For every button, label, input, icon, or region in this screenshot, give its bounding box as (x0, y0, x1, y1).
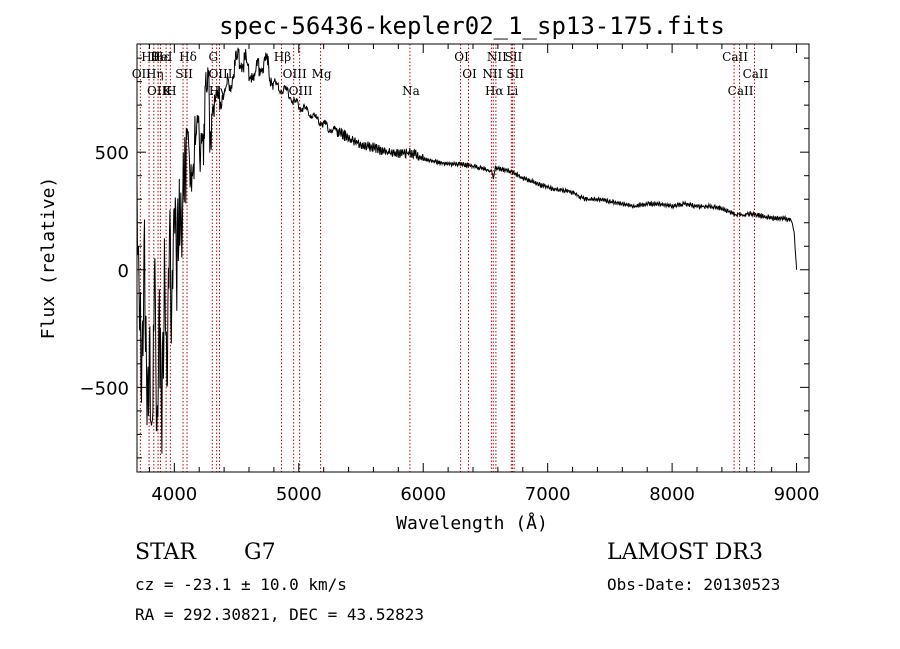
x-tick-label: 4000 (151, 484, 197, 505)
emission-line-label: Hη (146, 67, 164, 81)
x-tick-label: 6000 (400, 484, 446, 505)
emission-line-label: Hθ (141, 50, 159, 64)
emission-line-label: CaII (722, 50, 748, 64)
y-tick-label: −500 (80, 378, 129, 399)
emission-line-label: SII (505, 50, 523, 64)
emission-line-label: Hα (485, 84, 504, 98)
emission-line-label: Mg (312, 67, 332, 81)
emission-line-markers (139, 44, 755, 472)
emission-line-label: OI (462, 67, 477, 81)
emission-line-label: OIII (147, 84, 171, 98)
x-tick-label: 9000 (774, 484, 820, 505)
spectrum-line (136, 47, 798, 454)
survey-name: LAMOST DR3 (607, 540, 763, 565)
spectrum-series (136, 47, 798, 454)
emission-line-label: OIII (208, 67, 232, 81)
y-axis-label: Flux (relative) (38, 177, 59, 340)
emission-line-labels: HθOIIOIIIHεHηKHeISIIHHδOIIIHγGOIIIOIIIHβ… (132, 50, 769, 98)
emission-line-label: SII (175, 67, 193, 81)
x-tick-label: 8000 (649, 484, 695, 505)
emission-line-label: HeI (150, 50, 173, 64)
object-class: STAR (135, 540, 197, 565)
x-tick-label: 7000 (525, 484, 571, 505)
plot-frame (136, 43, 810, 473)
coordinates: RA = 292.30821, DEC = 43.52823 (135, 605, 424, 624)
axis-ticks: 4000 5000 6000 7000 8000 9000 −500 0 500 (80, 44, 820, 505)
x-axis-label: Wavelength (Å) (396, 512, 548, 534)
emission-line-label: Hδ (179, 50, 197, 64)
y-tick-label: 500 (95, 143, 129, 164)
y-tick-label: 0 (118, 261, 129, 282)
redshift-value: cz = -23.1 ± 10.0 km/s (135, 575, 347, 594)
emission-line-label: NII (482, 67, 502, 81)
emission-line-label: OIII (283, 67, 307, 81)
x-tick-label: 5000 (276, 484, 322, 505)
emission-line-label: NII (487, 50, 507, 64)
subclass: G7 (244, 540, 276, 565)
emission-line-label: Hε (153, 50, 170, 64)
emission-line-label: Li (506, 84, 518, 98)
chart-title: spec-56436-kepler02_1_sp13-175.fits (219, 12, 725, 40)
emission-line-label: Na (402, 84, 420, 98)
emission-line-label: Hβ (274, 50, 291, 64)
emission-line-label: K (163, 84, 173, 98)
emission-line-label: G (208, 50, 218, 64)
emission-line-label: OI (454, 50, 469, 64)
emission-line-label: CaII (743, 67, 769, 81)
emission-line-label: OIII (289, 84, 313, 98)
emission-line-label: SII (506, 67, 524, 81)
obs-date: Obs-Date: 20130523 (607, 575, 780, 594)
emission-line-label: H (166, 84, 176, 98)
emission-line-label: CaII (728, 84, 754, 98)
